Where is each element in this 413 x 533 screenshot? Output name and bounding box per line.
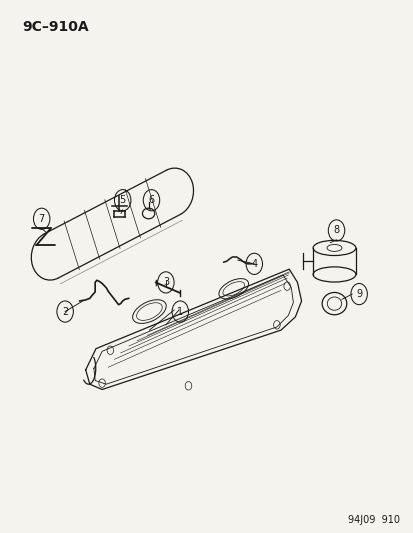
Text: 8: 8 xyxy=(332,225,339,236)
Text: 9C–910A: 9C–910A xyxy=(22,20,88,34)
Text: 6: 6 xyxy=(148,195,154,205)
Text: 1: 1 xyxy=(177,306,183,317)
Text: 7: 7 xyxy=(38,214,45,224)
Text: 3: 3 xyxy=(162,277,169,287)
Text: 2: 2 xyxy=(62,306,68,317)
Text: 5: 5 xyxy=(119,195,126,205)
Text: 94J09  910: 94J09 910 xyxy=(347,515,399,525)
Text: 9: 9 xyxy=(355,289,361,299)
Text: 4: 4 xyxy=(251,259,257,269)
